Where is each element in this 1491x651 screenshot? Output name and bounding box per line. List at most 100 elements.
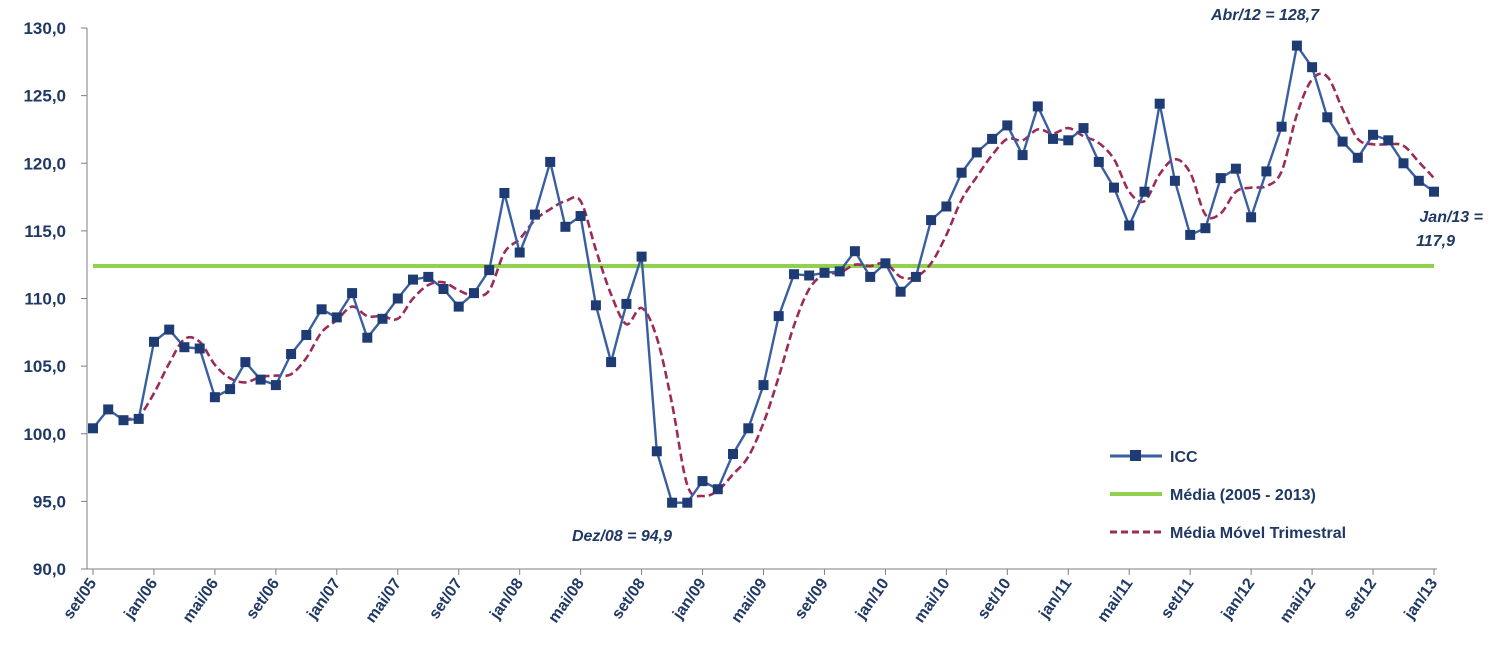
y-tick-label: 125,0 — [23, 87, 66, 106]
icc-point — [682, 497, 693, 508]
icc-point — [865, 271, 876, 282]
icc-point — [758, 380, 769, 391]
icc-point — [133, 413, 144, 424]
icc-point — [1200, 223, 1211, 234]
legend-item-moving-average: Média Móvel Trimestral — [1110, 525, 1346, 542]
x-tick-label: jan/07 — [304, 575, 345, 623]
x-tick-label: jan/09 — [669, 575, 710, 623]
x-axis: set/05 jan/06 mai/06 set/06 jan/07 mai/07 set/… — [60, 568, 1441, 626]
icc-point — [514, 247, 525, 258]
icc-point — [590, 300, 601, 311]
icc-point — [1307, 62, 1318, 73]
icc-point — [667, 497, 678, 508]
icc-point — [1291, 40, 1302, 51]
icc-point — [270, 380, 281, 391]
icc-point — [179, 342, 190, 353]
legend-label-moving-average: Média Móvel Trimestral — [1170, 525, 1346, 542]
y-tick-label: 120,0 — [23, 154, 66, 173]
icc-point — [484, 265, 495, 276]
icc-point — [408, 274, 418, 285]
icc-point — [392, 293, 403, 304]
icc-point — [651, 446, 662, 457]
moving-average-series — [123, 72, 1435, 498]
x-tick-label: set/05 — [60, 575, 100, 622]
icc-point — [636, 251, 647, 262]
x-tick-label: set/10 — [975, 575, 1015, 622]
icc-point — [88, 423, 98, 434]
legend-label-icc: ICC — [1170, 449, 1198, 466]
icc-point — [438, 284, 449, 294]
icc-point — [956, 167, 967, 178]
icc-point — [1398, 158, 1409, 169]
y-tick-label: 115,0 — [24, 222, 66, 241]
icc-point — [1139, 186, 1150, 197]
icc-point — [1002, 120, 1013, 131]
y-tick-label: 90,0 — [33, 560, 66, 579]
x-tick-label: set/09 — [792, 575, 832, 622]
x-tick-label: jan/12 — [1218, 575, 1259, 623]
icc-point — [103, 404, 114, 415]
icc-point — [164, 324, 175, 335]
icc-point — [1109, 182, 1119, 193]
icc-point — [529, 209, 540, 220]
legend-item-media: Média (2005 - 2013) — [1110, 487, 1316, 504]
icc-point — [423, 271, 434, 282]
icc-point — [240, 357, 251, 368]
x-tick-label: mai/07 — [363, 575, 406, 626]
icc-point — [545, 156, 556, 167]
legend-item-icc: ICC — [1110, 449, 1198, 466]
icc-point — [149, 336, 159, 347]
icc-point — [469, 288, 479, 299]
y-tick-label: 130,0 — [23, 19, 66, 38]
icc-point — [804, 270, 815, 281]
annotation-trough: Dez/08 = 94,9 — [572, 528, 672, 545]
y-axis: 90,0 95,0 100,0 105,0 110,0 115,0 120,0 125,0 13… — [23, 19, 88, 579]
y-tick-label: 105,0 — [23, 357, 66, 376]
icc-point — [971, 147, 982, 158]
x-tick-label: set/06 — [243, 575, 283, 622]
icc-point — [1063, 135, 1074, 146]
icc-point — [1352, 152, 1363, 163]
y-tick-label: 100,0 — [23, 425, 66, 444]
icc-point — [819, 267, 830, 278]
icc-point — [1322, 112, 1333, 123]
icc-point — [453, 301, 464, 312]
icc-point — [301, 330, 312, 340]
icc-point — [1093, 156, 1104, 167]
icc-point — [499, 188, 510, 198]
icc-point — [743, 423, 754, 434]
icc-point — [575, 211, 586, 221]
y-tick-label: 95,0 — [33, 492, 66, 511]
icc-line — [92, 44, 1435, 504]
icc-point — [331, 312, 342, 323]
icc-point — [1215, 173, 1226, 184]
x-tick-label: jan/08 — [486, 575, 527, 623]
icc-point — [1429, 186, 1439, 197]
x-tick-label: set/07 — [426, 575, 466, 622]
legend: ICC Média (2005 - 2013) Média Móvel Trim… — [1110, 449, 1346, 542]
legend-label-media: Média (2005 - 2013) — [1170, 487, 1316, 504]
icc-point — [1383, 135, 1394, 146]
icc-point — [621, 298, 632, 309]
icc-point — [1169, 175, 1180, 186]
x-tick-label: set/12 — [1340, 575, 1380, 622]
icc-point — [209, 392, 220, 403]
icc-point — [1017, 150, 1028, 161]
annotation-last-value: 117,9 — [1416, 233, 1455, 250]
icc-point — [773, 311, 784, 322]
x-tick-label: mai/10 — [911, 575, 954, 626]
x-tick-label: mai/12 — [1277, 575, 1320, 626]
icc-point — [560, 221, 571, 232]
x-tick-label: set/11 — [1158, 575, 1197, 621]
x-tick-label: mai/06 — [180, 575, 223, 626]
icc-point — [834, 266, 845, 277]
annotations: Abr/12 = 128,7 Dez/08 = 94,9 Jan/13 = 117,9 — [572, 7, 1483, 545]
x-tick-label: mai/11 — [1095, 575, 1137, 625]
icc-point — [1368, 129, 1378, 140]
icc-point — [1048, 133, 1058, 144]
x-tick-label: jan/10 — [852, 575, 893, 623]
x-tick-label: set/08 — [609, 575, 649, 622]
icc-point — [362, 332, 373, 343]
icc-point — [255, 374, 266, 385]
icc-point — [194, 343, 205, 354]
